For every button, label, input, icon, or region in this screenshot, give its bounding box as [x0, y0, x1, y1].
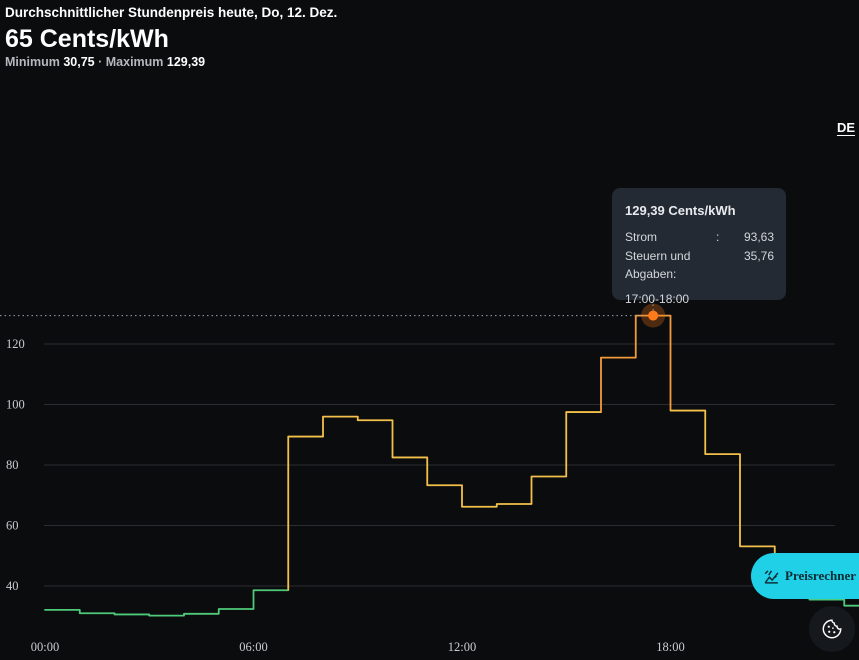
tooltip-time: 17:00-18:00 [625, 291, 690, 306]
tooltip-taxes-label: Steuern und Abgaben: [625, 248, 691, 282]
tooltip-strom-label: Strom [625, 230, 658, 244]
y-tick-label: 80 [6, 458, 19, 472]
cookie-settings-button[interactable] [809, 606, 855, 652]
chart-subtitle: Durchschnittlicher Stundenpreis heute, D… [5, 5, 338, 20]
y-tick-label: 120 [6, 337, 25, 351]
highlight-point [648, 310, 659, 321]
max-label: Maximum [105, 55, 164, 69]
tooltip-row-taxes: Steuern und Abgaben: 35,76 [625, 247, 774, 284]
tooltip-strom-colon: : [715, 230, 720, 244]
price-tooltip: 129,39 Cents/kWh Strom : 93,63 Steuern u… [612, 188, 786, 306]
tariff-calculator-icon [764, 569, 779, 584]
y-tick-label: 100 [6, 398, 25, 412]
min-label: Minimum [5, 55, 60, 69]
separator: · [98, 55, 103, 69]
preisrechner-label: Preisrechner [785, 568, 856, 583]
average-price: 65 Cents/kWh [5, 25, 169, 53]
header: Durchschnittlicher Stundenpreis heute, D… [5, 5, 337, 69]
language-toggle[interactable]: DE [836, 120, 855, 135]
max-value: 129,39 [166, 55, 206, 69]
x-tick-label: 06:00 [239, 640, 267, 654]
tooltip-row-strom: Strom : 93,63 [625, 228, 774, 247]
min-value: 30,75 [63, 55, 95, 69]
min-max-line: Minimum 30,75 · Maximum 129,39 [5, 55, 337, 69]
y-tick-label: 60 [6, 519, 19, 533]
tooltip-taxes-value: 35,76 [743, 248, 774, 263]
x-tick-label: 12:00 [448, 640, 476, 654]
y-tick-label: 40 [6, 579, 19, 593]
x-tick-label: 18:00 [656, 640, 684, 654]
cookie-icon [822, 619, 842, 639]
x-tick-label: 00:00 [31, 640, 59, 654]
tooltip-title: 129,39 Cents/kWh [625, 203, 736, 218]
preisrechner-button[interactable]: Preisrechner [751, 553, 859, 599]
tooltip-strom-value: 93,63 [743, 230, 774, 244]
